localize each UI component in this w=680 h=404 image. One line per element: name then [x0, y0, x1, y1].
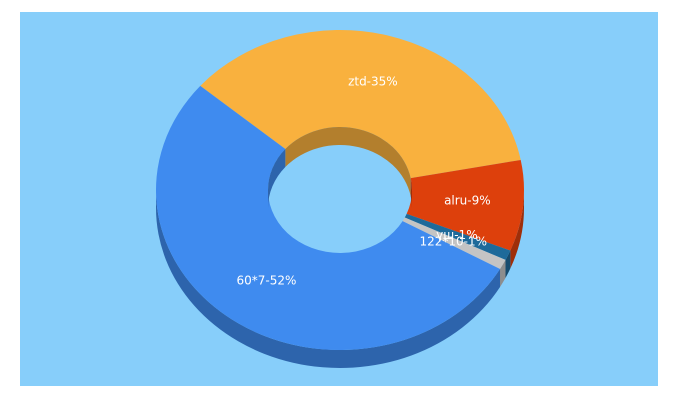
slice — [402, 217, 506, 269]
outer-wall — [500, 259, 506, 287]
inner-wall — [268, 149, 286, 208]
data-label: ztd-35% — [348, 75, 398, 89]
data-label: 60*7-52% — [236, 274, 296, 288]
inner-wall — [410, 178, 412, 208]
slice — [200, 30, 521, 179]
slice — [404, 213, 511, 260]
outer-wall — [505, 250, 511, 278]
inner-wall — [285, 126, 411, 197]
data-label: 122*10-1% — [420, 234, 488, 248]
outer-wall — [510, 190, 524, 269]
data-label: alru-9% — [444, 194, 491, 208]
slice — [406, 159, 524, 251]
data-label: үш-1% — [436, 228, 477, 242]
slice — [156, 85, 501, 350]
